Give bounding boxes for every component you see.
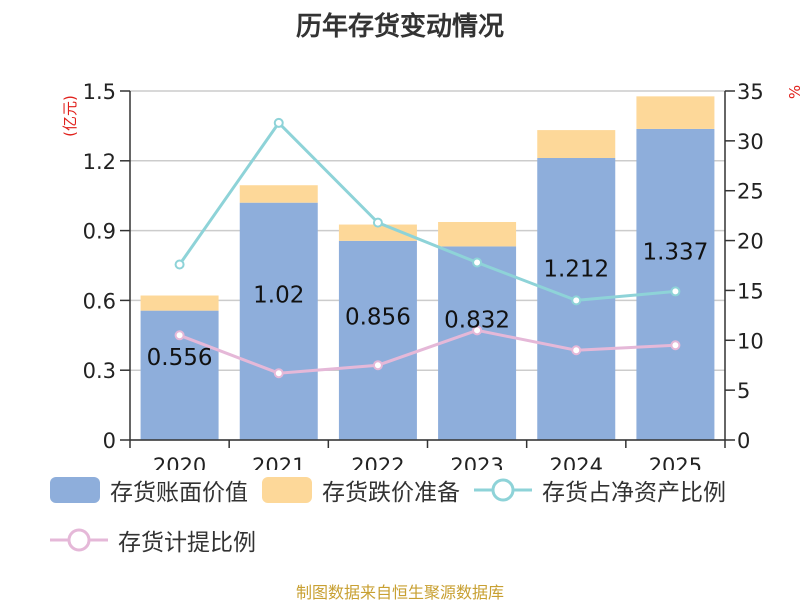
- legend-label-reserve: 存货跌价准备: [322, 480, 460, 506]
- data-label-book-value: 0.856: [345, 304, 411, 330]
- y-left-tick-label: 0.9: [83, 220, 116, 244]
- bar-reserve: [239, 185, 318, 203]
- bar-book-value: [140, 310, 219, 440]
- y-left-tick-label: 1.2: [83, 150, 116, 174]
- bar-reserve: [636, 96, 715, 129]
- x-tick-label: 2021: [252, 454, 305, 470]
- data-label-book-value: 1.337: [642, 240, 708, 266]
- legend-label-book-value: 存货账面价值: [110, 480, 248, 506]
- legend-swatch-book-value: [50, 477, 100, 503]
- bar-reserve: [338, 224, 417, 241]
- net-asset-ratio-point: [174, 259, 185, 270]
- chart-title: 历年存货变动情况: [295, 12, 504, 42]
- legend-swatch-provision-ratio: [50, 528, 108, 552]
- net-asset-ratio-point: [273, 117, 284, 128]
- bar-reserve: [140, 295, 219, 311]
- x-tick-label: 2020: [153, 454, 206, 470]
- legend-label-net-asset-ratio: 存货占净资产比例: [542, 480, 726, 506]
- bar-book-value: [239, 202, 318, 440]
- legend-item-net-asset-ratio[interactable]: 存货占净资产比例: [474, 472, 726, 508]
- y-right-tick-label: 30: [737, 130, 764, 154]
- provision-ratio-line: [179, 328, 676, 375]
- x-tick-label: 2023: [450, 454, 503, 470]
- legend-swatch-reserve: [262, 477, 312, 503]
- y-right-tick-label: 10: [737, 329, 764, 353]
- legend-item-book-value[interactable]: 存货账面价值: [50, 472, 248, 508]
- data-label-book-value: 1.02: [253, 282, 304, 308]
- legend-swatch-net-asset-ratio: [474, 478, 532, 502]
- y-right-tick-label: 35: [737, 80, 764, 104]
- provision-ratio-point: [571, 345, 582, 356]
- y-left-tick-label: 0.3: [83, 359, 116, 383]
- data-label-book-value: 0.832: [444, 308, 510, 334]
- legend-item-provision-ratio[interactable]: 存货计提比例: [50, 522, 256, 558]
- net-asset-ratio-point: [472, 257, 483, 268]
- y-right-tick-label: 15: [737, 279, 764, 303]
- y-left-tick-label: 0: [103, 429, 116, 453]
- legend: 存货账面价值 存货跌价准备 存货占净资产比例 存货计提比例: [50, 472, 770, 572]
- bar-book-value: [338, 240, 417, 440]
- legend-label-provision-ratio: 存货计提比例: [118, 530, 256, 556]
- net-asset-ratio-point: [670, 286, 681, 297]
- y-right-tick-label: 20: [737, 230, 764, 254]
- provision-ratio-point: [273, 368, 284, 379]
- provision-ratio-point: [472, 325, 483, 336]
- legend-item-reserve[interactable]: 存货跌价准备: [262, 472, 460, 508]
- net-asset-ratio-line: [178, 120, 676, 302]
- y-right-tick-label: 5: [737, 379, 750, 403]
- data-label-book-value: 1.212: [543, 256, 609, 282]
- provision-ratio-point: [174, 330, 185, 341]
- bar-reserve: [438, 221, 517, 247]
- provision-ratio-point: [372, 360, 383, 371]
- x-tick-label: 2022: [351, 454, 404, 470]
- y-left-tick-label: 0.6: [83, 289, 116, 313]
- bar-reserve: [537, 130, 616, 159]
- bar-book-value: [636, 128, 715, 440]
- data-label-book-value: 0.556: [147, 345, 213, 371]
- y-right-unit-label: %: [786, 85, 800, 99]
- y-left-tick-label: 1.5: [83, 80, 116, 104]
- y-right-tick-label: 0: [737, 429, 750, 453]
- net-asset-ratio-point: [571, 295, 582, 306]
- provision-ratio-point: [670, 340, 681, 351]
- y-left-unit-label: (亿元): [61, 95, 79, 137]
- data-source-note: 制图数据来自恒生聚源数据库: [295, 583, 504, 602]
- chart-plot: 00.30.60.91.21.505101520253035(亿元)%20202…: [61, 80, 800, 470]
- x-tick-label: 2024: [550, 454, 603, 470]
- x-tick-label: 2025: [649, 454, 702, 470]
- y-right-tick-label: 25: [737, 180, 764, 204]
- net-asset-ratio-point: [372, 217, 383, 228]
- bar-book-value: [438, 246, 517, 440]
